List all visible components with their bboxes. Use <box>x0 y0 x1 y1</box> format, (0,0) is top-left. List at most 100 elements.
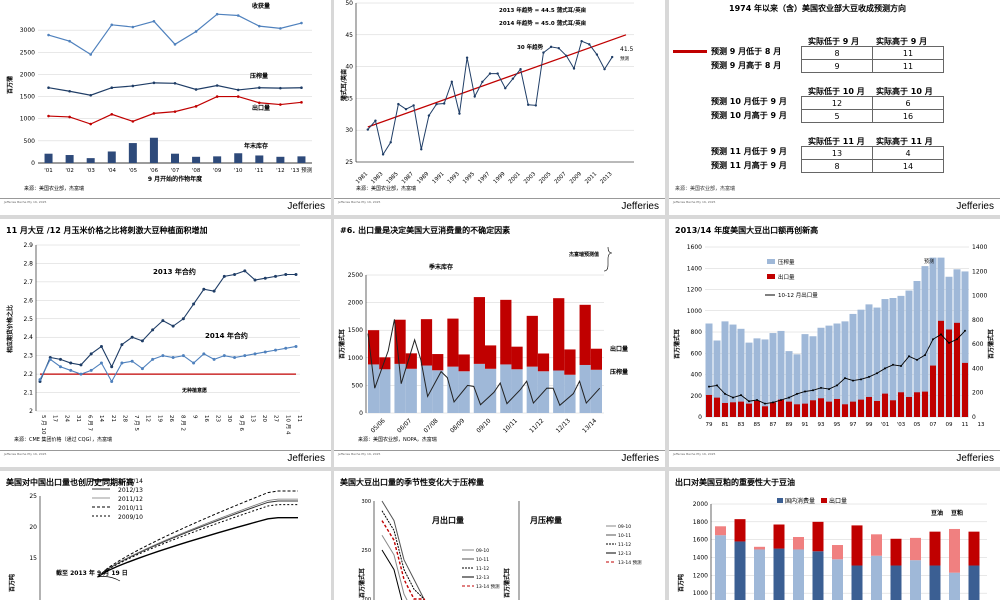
bar-ending-stocks <box>255 155 264 163</box>
yield-point <box>580 39 583 43</box>
series-line-0 <box>48 13 302 56</box>
yield-point <box>442 102 446 105</box>
x-tick-label: 17 <box>52 415 58 422</box>
series-point <box>258 101 261 105</box>
label-oil: 豆油 <box>931 509 943 517</box>
row-label: 预测 11 月低于 9 月 <box>711 147 787 156</box>
bar-crush <box>777 330 785 417</box>
row-label: 预测 9 月高于 8 月 <box>711 61 782 70</box>
series-point <box>194 105 198 108</box>
series-point <box>215 84 219 87</box>
x-tick-label: 28 <box>121 415 127 422</box>
legend-label-crush: 压榨量 <box>778 258 795 266</box>
x-tick-label: 13 <box>978 422 985 428</box>
x-tick-label: 12/13 <box>555 417 572 434</box>
x-tick-label: 26 <box>168 415 174 422</box>
x-tick-label: '02 <box>65 168 74 174</box>
line-point <box>748 400 750 403</box>
bar-exports <box>882 393 888 417</box>
y-tick-label: 200 <box>691 393 703 400</box>
chart-title: 出口对美国豆粕的重要性大于豆油 <box>675 478 795 487</box>
panel-seasonality: 美国大豆出口量的季节性变化大于压榨量 300 250 200 百万蒲式耳 百万蒲式耳 月出… <box>334 471 665 600</box>
x-tick-label: 10/11 <box>502 417 519 434</box>
y-tick-label: 2.5 <box>23 316 33 323</box>
bar-crush <box>817 327 825 417</box>
x-tick-label: 27 <box>273 415 279 422</box>
bar-exports <box>898 392 904 417</box>
bar-crush <box>833 323 841 417</box>
y2-tick-label: 800 <box>972 317 984 324</box>
y-tick-label: 3000 <box>20 27 35 34</box>
x-tick-label: 2009 <box>569 171 583 185</box>
line-point <box>48 357 52 361</box>
x-tick-label: 1991 <box>431 171 445 185</box>
x-tick-label: '03 <box>897 422 906 428</box>
bar-crush <box>368 364 380 413</box>
table-cell: 9 <box>801 59 873 73</box>
label-exports: 出口量 <box>610 345 628 353</box>
source-note: 来源：美国农业部，杰富瑞 <box>675 186 736 192</box>
table-cell: 16 <box>872 109 944 123</box>
series-line <box>97 490 298 577</box>
yield-point <box>427 114 431 117</box>
legend-label-right: 10-11 <box>618 533 631 539</box>
legend-label: 2013/14 <box>118 478 143 485</box>
line-point <box>908 355 910 358</box>
bar-ending-stocks <box>107 151 116 163</box>
footer-note: Jefferies Bache Pty 16, 2025 <box>673 452 716 456</box>
jefferies-logo: Jefferies <box>956 201 994 212</box>
y-tick-label: 1200 <box>687 287 702 294</box>
line-contract-0 <box>39 270 296 382</box>
line-point <box>804 390 806 393</box>
bar-exports <box>914 392 920 417</box>
bar-crush-small <box>432 370 444 413</box>
table-row: 13 4 <box>801 146 944 160</box>
y-tick-label: 1400 <box>687 265 702 272</box>
bar-domestic <box>734 541 746 600</box>
y-tick-label: 2500 <box>20 49 35 56</box>
bar-exports <box>715 526 726 536</box>
x-tick-label: '08 <box>192 168 201 174</box>
y-tick-label: 45 <box>345 32 353 39</box>
bar-exports <box>778 399 784 417</box>
bar-domestic <box>929 565 941 600</box>
series-point <box>194 88 198 91</box>
series-point <box>258 24 261 28</box>
x-tick-label: 10 月 4 <box>284 415 291 435</box>
series-point <box>215 95 219 98</box>
footer-note: Jefferies Bache Pty 16, 2025 <box>673 200 716 204</box>
line-point <box>233 273 237 277</box>
bar-exports <box>394 319 406 364</box>
y2-tick-label: 400 <box>972 365 984 372</box>
bar-exports <box>802 403 808 417</box>
series-point <box>236 88 240 92</box>
line-point <box>202 287 206 291</box>
footer-note: Jefferies Bache Pty 16, 2025 <box>4 200 47 204</box>
y-tick-label: 0 <box>31 160 35 167</box>
line-point <box>892 363 894 366</box>
legend-label: 11-12 <box>476 566 489 572</box>
line-point <box>964 329 966 332</box>
x-tick-label: 05/06 <box>370 417 387 434</box>
line-point <box>740 394 742 397</box>
y-tick-label: 500 <box>352 382 364 389</box>
chart-export-uncertainty: 0 500 1000 1500 2000 2500 百万蒲式耳 05/06 06/07 07/08… <box>338 246 628 443</box>
line-point <box>274 274 278 278</box>
bar-crush <box>721 321 729 417</box>
x-tick-label: 16 <box>203 415 209 422</box>
bar-crush <box>553 370 565 413</box>
bar-exports-small <box>458 354 470 372</box>
x-tick-label: 06/07 <box>396 417 413 434</box>
y-tick-label: 1000 <box>348 355 363 362</box>
footer-note: Jefferies Bache Pty 16, 2025 <box>338 452 381 456</box>
line-point <box>263 350 267 354</box>
label-harvest: 收获量 <box>252 2 270 10</box>
legend-label: 10-11 <box>476 557 489 563</box>
annotation-2013-trend: 2013 年趋势 = 44.5 蒲式耳/英亩 <box>499 6 587 14</box>
jefferies-logo: Jefferies <box>621 201 659 212</box>
y2-tick-label: 200 <box>972 390 984 397</box>
label-crush: 压榨量 <box>610 368 628 376</box>
x-tick-label: 14 <box>98 415 104 422</box>
bar-domestic <box>773 548 785 600</box>
